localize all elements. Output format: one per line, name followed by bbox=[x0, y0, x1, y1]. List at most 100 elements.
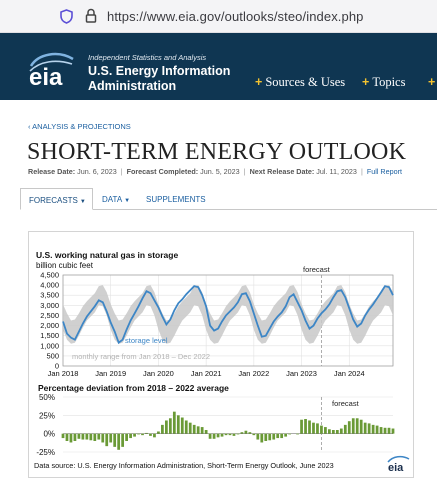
chart2-ytick-label: 25% bbox=[39, 411, 55, 420]
chart1-ytick-label: 0 bbox=[55, 362, 59, 371]
tagline: Independent Statistics and Analysis bbox=[88, 53, 207, 62]
deviation-bar bbox=[304, 419, 307, 434]
storage-level-label: storage level bbox=[125, 336, 168, 345]
deviation-bar bbox=[172, 411, 176, 434]
browser-url-bar[interactable]: https://www.eia.gov/outlooks/steo/index.… bbox=[0, 0, 437, 33]
chart2-ytick-label: 0% bbox=[43, 430, 55, 439]
deviation-bar bbox=[180, 417, 184, 434]
deviation-bar bbox=[312, 422, 315, 434]
deviation-bar bbox=[125, 433, 128, 441]
deviation-bar bbox=[137, 433, 140, 435]
tab-data[interactable]: DATA ▼ bbox=[102, 195, 131, 204]
full-report-link[interactable]: Full Report bbox=[366, 167, 402, 176]
tab-forecasts[interactable]: FORECASTS ▼ bbox=[20, 188, 93, 210]
deviation-bar bbox=[93, 433, 97, 441]
agency-name-line1[interactable]: U.S. Energy Information bbox=[88, 64, 231, 78]
deviation-bar bbox=[153, 433, 156, 438]
chart1-ytick-label: 3,500 bbox=[40, 291, 59, 300]
deviation-bar bbox=[268, 433, 272, 441]
chart1-ytick-label: 3,000 bbox=[40, 301, 59, 310]
deviation-bar bbox=[244, 430, 248, 434]
chart2-title: Percentage deviation from 2018 – 2022 av… bbox=[38, 383, 229, 393]
deviation-bar bbox=[335, 430, 339, 434]
deviation-bar bbox=[81, 433, 85, 440]
nav-geography[interactable]: +G bbox=[428, 75, 437, 90]
plus-icon: + bbox=[362, 75, 370, 89]
deviation-bar bbox=[121, 433, 125, 447]
deviation-bar bbox=[324, 427, 327, 434]
deviation-bar bbox=[316, 423, 319, 434]
chart1-xtick-label: Jan 2019 bbox=[95, 369, 126, 378]
nav-sources-uses[interactable]: + Sources & Uses bbox=[255, 75, 346, 89]
lock-icon bbox=[85, 8, 97, 23]
deviation-bar bbox=[371, 424, 375, 434]
deviation-bar bbox=[101, 433, 105, 443]
eia-logo[interactable]: eia bbox=[28, 51, 76, 89]
deviation-bar bbox=[141, 433, 144, 436]
chart1-xtick-label: Jan 2024 bbox=[334, 369, 365, 378]
deviation-bar bbox=[264, 433, 268, 441]
chart1-xtick-label: Jan 2022 bbox=[238, 369, 269, 378]
deviation-bar bbox=[288, 433, 291, 435]
deviation-bar bbox=[129, 433, 132, 439]
deviation-bar bbox=[192, 424, 196, 434]
chart1-ytick-label: 1,500 bbox=[40, 331, 59, 340]
deviation-bar bbox=[300, 419, 303, 434]
agency-name-line2[interactable]: Administration bbox=[88, 79, 177, 93]
tab-supplements[interactable]: SUPPLEMENTS bbox=[146, 195, 206, 204]
range-label: monthly range from Jan 2018 – Dec 2022 bbox=[72, 352, 210, 361]
deviation-bar bbox=[133, 433, 136, 437]
plus-icon: + bbox=[255, 75, 263, 89]
data-source-note: Data source: U.S. Energy Information Adm… bbox=[34, 461, 334, 470]
chart1-ytick-label: 2,000 bbox=[40, 321, 59, 330]
deviation-bar bbox=[232, 433, 236, 436]
deviation-bar bbox=[168, 418, 172, 434]
deviation-bar bbox=[236, 433, 240, 435]
deviation-bar bbox=[248, 432, 252, 434]
deviation-bar bbox=[145, 432, 148, 434]
chart1-ytick-label: 4,500 bbox=[40, 271, 59, 280]
deviation-bar bbox=[379, 427, 383, 434]
chart1-title: U.S. working natural gas in storage bbox=[36, 250, 178, 260]
deviation-bar bbox=[105, 433, 109, 447]
deviation-bar bbox=[77, 433, 81, 439]
deviation-bar bbox=[375, 425, 379, 434]
tab-bar: FORECASTS ▼ DATA ▼ SUPPLEMENTS bbox=[20, 188, 437, 210]
shield-icon[interactable] bbox=[60, 9, 73, 24]
deviation-bar bbox=[65, 433, 69, 441]
caret-down-icon: ▼ bbox=[124, 198, 131, 204]
deviation-bar bbox=[284, 433, 288, 437]
deviation-bar bbox=[308, 420, 311, 434]
chart1-ylabel: billion cubic feet bbox=[36, 261, 94, 270]
deviation-bar bbox=[252, 433, 256, 436]
chart1-xtick-label: Jan 2021 bbox=[191, 369, 222, 378]
deviation-bar bbox=[387, 427, 391, 434]
deviation-bar bbox=[117, 433, 121, 450]
deviation-bar bbox=[224, 433, 228, 436]
deviation-bar bbox=[320, 425, 323, 434]
deviation-bar bbox=[196, 426, 200, 434]
eia-footer-logo: eia bbox=[387, 455, 410, 474]
chart1-ytick-label: 1,000 bbox=[40, 341, 59, 350]
deviation-bar bbox=[85, 433, 89, 440]
deviation-bar bbox=[220, 433, 224, 437]
deviation-bar bbox=[184, 420, 188, 434]
caret-down-icon: ▼ bbox=[79, 199, 86, 205]
deviation-bar bbox=[383, 427, 387, 434]
deviation-bar bbox=[296, 433, 299, 435]
deviation-bar bbox=[276, 433, 280, 439]
breadcrumb[interactable]: ‹ ANALYSIS & PROJECTIONS bbox=[28, 122, 131, 131]
deviation-bar bbox=[113, 433, 117, 447]
deviation-bar bbox=[355, 418, 359, 434]
plus-icon: + bbox=[428, 75, 436, 89]
storage-line bbox=[62, 285, 394, 345]
chart-panel bbox=[28, 231, 414, 478]
url-text[interactable]: https://www.eia.gov/outlooks/steo/index.… bbox=[107, 9, 364, 24]
chart1-ytick-label: 4,000 bbox=[40, 281, 59, 290]
deviation-bar bbox=[280, 433, 284, 439]
nav-topics[interactable]: + Topics bbox=[362, 75, 406, 89]
chart1-forecast-label: forecast bbox=[303, 265, 331, 274]
deviation-bar bbox=[256, 433, 260, 440]
deviation-bar bbox=[204, 430, 208, 434]
